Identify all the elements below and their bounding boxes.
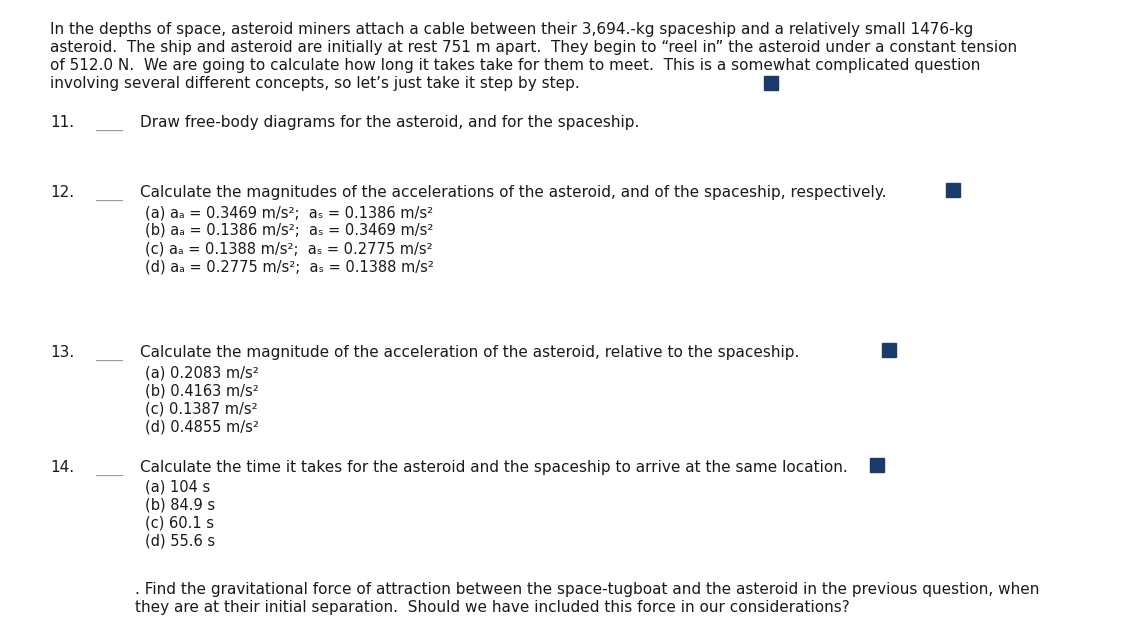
Text: ____: ____ (94, 463, 123, 477)
Text: Draw free-body diagrams for the asteroid, and for the spaceship.: Draw free-body diagrams for the asteroid… (140, 115, 639, 130)
Text: ____: ____ (94, 348, 123, 362)
Text: ____: ____ (94, 118, 123, 132)
Text: (c) 0.1387 m/s²: (c) 0.1387 m/s² (145, 401, 258, 416)
Text: (b) 84.9 s: (b) 84.9 s (145, 498, 215, 513)
Text: (d) 55.6 s: (d) 55.6 s (145, 534, 215, 549)
Text: 14.: 14. (50, 460, 74, 475)
Text: (d) aₐ = 0.2775 m/s²;  aₛ = 0.1388 m/s²: (d) aₐ = 0.2775 m/s²; aₛ = 0.1388 m/s² (145, 259, 434, 274)
Text: 12.: 12. (50, 185, 74, 200)
Text: (a) 0.2083 m/s²: (a) 0.2083 m/s² (145, 365, 259, 380)
Text: (d) 0.4855 m/s²: (d) 0.4855 m/s² (145, 419, 259, 434)
Text: (b) 0.4163 m/s²: (b) 0.4163 m/s² (145, 383, 259, 398)
Text: (c) aₐ = 0.1388 m/s²;  aₛ = 0.2775 m/s²: (c) aₐ = 0.1388 m/s²; aₛ = 0.2775 m/s² (145, 241, 433, 256)
Text: (b) aₐ = 0.1386 m/s²;  aₛ = 0.3469 m/s²: (b) aₐ = 0.1386 m/s²; aₛ = 0.3469 m/s² (145, 223, 433, 238)
Text: 13.: 13. (50, 345, 74, 360)
Text: . Find the gravitational force of attraction between the space-tugboat and the a: . Find the gravitational force of attrac… (135, 582, 1040, 597)
Text: (a) 104 s: (a) 104 s (145, 480, 210, 495)
Text: (a) aₐ = 0.3469 m/s²;  aₛ = 0.1386 m/s²: (a) aₐ = 0.3469 m/s²; aₛ = 0.1386 m/s² (145, 205, 433, 220)
Text: Calculate the magnitude of the acceleration of the asteroid, relative to the spa: Calculate the magnitude of the accelerat… (140, 345, 800, 360)
Text: involving several different concepts, so let’s just take it step by step.: involving several different concepts, so… (50, 76, 579, 91)
Text: they are at their initial separation.  Should we have included this force in our: they are at their initial separation. Sh… (135, 600, 849, 615)
Text: Calculate the magnitudes of the accelerations of the asteroid, and of the spaces: Calculate the magnitudes of the accelera… (140, 185, 886, 200)
Text: Calculate the time it takes for the asteroid and the spaceship to arrive at the : Calculate the time it takes for the aste… (140, 460, 848, 475)
Text: asteroid.  The ship and asteroid are initially at rest 751 m apart.  They begin : asteroid. The ship and asteroid are init… (50, 40, 1017, 55)
Text: of 512.0 N.  We are going to calculate how long it takes take for them to meet. : of 512.0 N. We are going to calculate ho… (50, 58, 980, 73)
Text: (c) 60.1 s: (c) 60.1 s (145, 516, 214, 531)
Text: 11.: 11. (50, 115, 74, 130)
Text: ____: ____ (94, 188, 123, 202)
Text: In the depths of space, asteroid miners attach a cable between their 3,694.-kg s: In the depths of space, asteroid miners … (50, 22, 973, 37)
